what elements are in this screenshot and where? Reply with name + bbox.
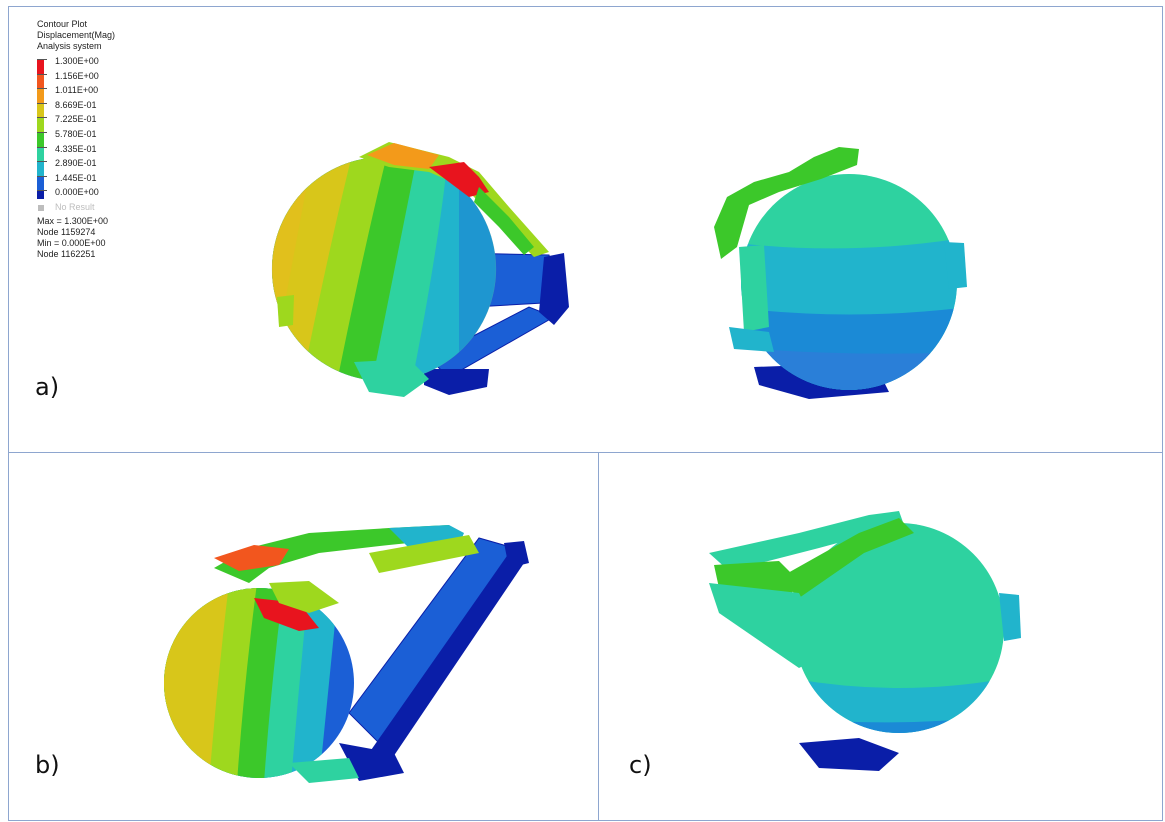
superior-arch-muscle: [214, 525, 459, 583]
legend-level-value: 4.335E-01: [55, 143, 97, 154]
arch-orange-part: [214, 545, 289, 571]
legend-max-node: Node 1159274: [37, 226, 96, 237]
panel-b-render: [164, 525, 529, 783]
inferior-oblique: [354, 359, 429, 397]
muscle-bottom-c: [799, 738, 899, 771]
panel-c-render: [709, 511, 1021, 771]
legend-level-value: 5.780E-01: [55, 128, 97, 139]
muscle-insertion-bottom: [424, 369, 489, 395]
muscle-origin: [539, 253, 569, 325]
no-result-label: No Result: [55, 201, 95, 212]
no-result-swatch: [38, 204, 44, 211]
legend-level-row: 7.225E-01: [37, 114, 115, 133]
contour-legend: Contour Plot Displacement(Mag) Analysis …: [37, 19, 115, 260]
max-displacement-region-b: [254, 598, 319, 631]
legend-tick: [37, 88, 47, 90]
legend-level-row: 1.445E-01: [37, 172, 115, 192]
inferior-oblique-b: [289, 758, 359, 783]
max-displacement-region: [429, 162, 489, 197]
legend-tick: [37, 190, 47, 192]
eye-model-left-view: [271, 142, 569, 397]
panel-label-c: c): [629, 751, 652, 779]
rectus-muscle-navy: [369, 553, 524, 763]
legend-color-scale: 1.300E+00 1.156E+00 1.011E+00 8.669E-01 7.22…: [37, 56, 115, 202]
legend-level-value: 1.300E+00: [55, 56, 99, 66]
legend-stats: Max = 1.300E+00 Node 1159274 Min = 0.000…: [37, 216, 115, 260]
muscle-top-orange: [367, 143, 439, 169]
globe-contour-bands-c: [794, 523, 1004, 733]
legend-level-value: 8.669E-01: [55, 99, 97, 110]
legend-color-swatch: [37, 89, 44, 104]
legend-level-row: 1.011E+00: [37, 85, 115, 104]
legend-tick: [37, 73, 47, 75]
superior-arch-c: [709, 511, 904, 571]
legend-level-value: 1.445E-01: [55, 172, 97, 183]
muscle-tendon: [474, 187, 534, 255]
legend-level-row: 0.000E+00: [37, 187, 115, 202]
legend-color-swatch: [37, 132, 44, 148]
arch-green-c: [779, 518, 914, 598]
panel-label-a: a): [35, 373, 60, 401]
legend-level-value: 0.000E+00: [55, 187, 99, 198]
panel-a: Contour Plot Displacement(Mag) Analysis …: [8, 6, 1163, 453]
legend-tick: [37, 161, 47, 163]
superior-muscle-right: [714, 147, 859, 259]
legend-no-result: No Result: [37, 202, 115, 214]
eye-model-right-view: [714, 147, 967, 399]
legend-tick: [37, 117, 47, 119]
eye-model-panel-b: [164, 525, 529, 783]
legend-level-row: 1.156E+00: [37, 70, 115, 90]
legend-level-row: 2.890E-01: [37, 158, 115, 177]
legend-title-line-2: Displacement(Mag): [37, 30, 116, 40]
legend-level-value: 1.011E+00: [55, 85, 99, 96]
legend-tick: [37, 146, 47, 148]
legend-color-swatch: [37, 162, 44, 177]
legend-min-node: Node 1162251: [37, 248, 96, 259]
legend-tick: [37, 102, 47, 104]
legend-color-swatch: [37, 147, 44, 163]
legend-level-row: 8.669E-01: [37, 99, 115, 119]
legend-color-swatch: [37, 60, 44, 75]
legend-tick: [37, 131, 47, 133]
legend-color-swatch: [37, 118, 44, 133]
oblique-lime-b: [269, 581, 339, 613]
origin-b: [504, 541, 529, 568]
globe-contour-bands-b: [164, 588, 354, 778]
legend-level-row: 5.780E-01: [37, 128, 115, 148]
legend-max-value: Max = 1.300E+00: [37, 215, 109, 226]
legend-level-value: 1.156E+00: [55, 70, 99, 81]
legend-color-swatch: [37, 103, 44, 119]
rectus-muscle-long: [348, 537, 515, 744]
legend-level-value: 7.225E-01: [55, 114, 97, 125]
legend-level-row: 1.300E+00: [37, 56, 115, 75]
panel-a-render: [271, 142, 967, 399]
legend-color-swatch: [37, 191, 44, 200]
legend-level-value: 2.890E-01: [55, 158, 97, 169]
medial-stub-right: [944, 242, 967, 289]
legend-level-row: 4.335E-01: [37, 143, 115, 163]
muscle-stub-left: [277, 295, 294, 327]
legend-color-swatch: [37, 176, 44, 192]
legend-tick: [37, 59, 47, 60]
panel-c: c): [598, 452, 1163, 821]
lateral-muscle-right: [739, 245, 769, 332]
superior-rectus-b: [369, 535, 479, 573]
inferior-stub-right: [729, 327, 774, 352]
legend-title-line-1: Contour Plot: [37, 19, 88, 29]
eye-model-panel-c: [709, 511, 1021, 771]
legend-title-line-3: Analysis system: [37, 41, 102, 51]
legend-color-swatch: [37, 74, 44, 90]
panel-label-b: b): [35, 751, 60, 779]
legend-tick: [37, 175, 47, 177]
panel-b: b): [8, 452, 599, 821]
medial-stub-c: [999, 593, 1021, 641]
legend-min-value: Min = 0.000E+00: [37, 237, 106, 248]
lateral-muscle-c: [709, 583, 829, 668]
